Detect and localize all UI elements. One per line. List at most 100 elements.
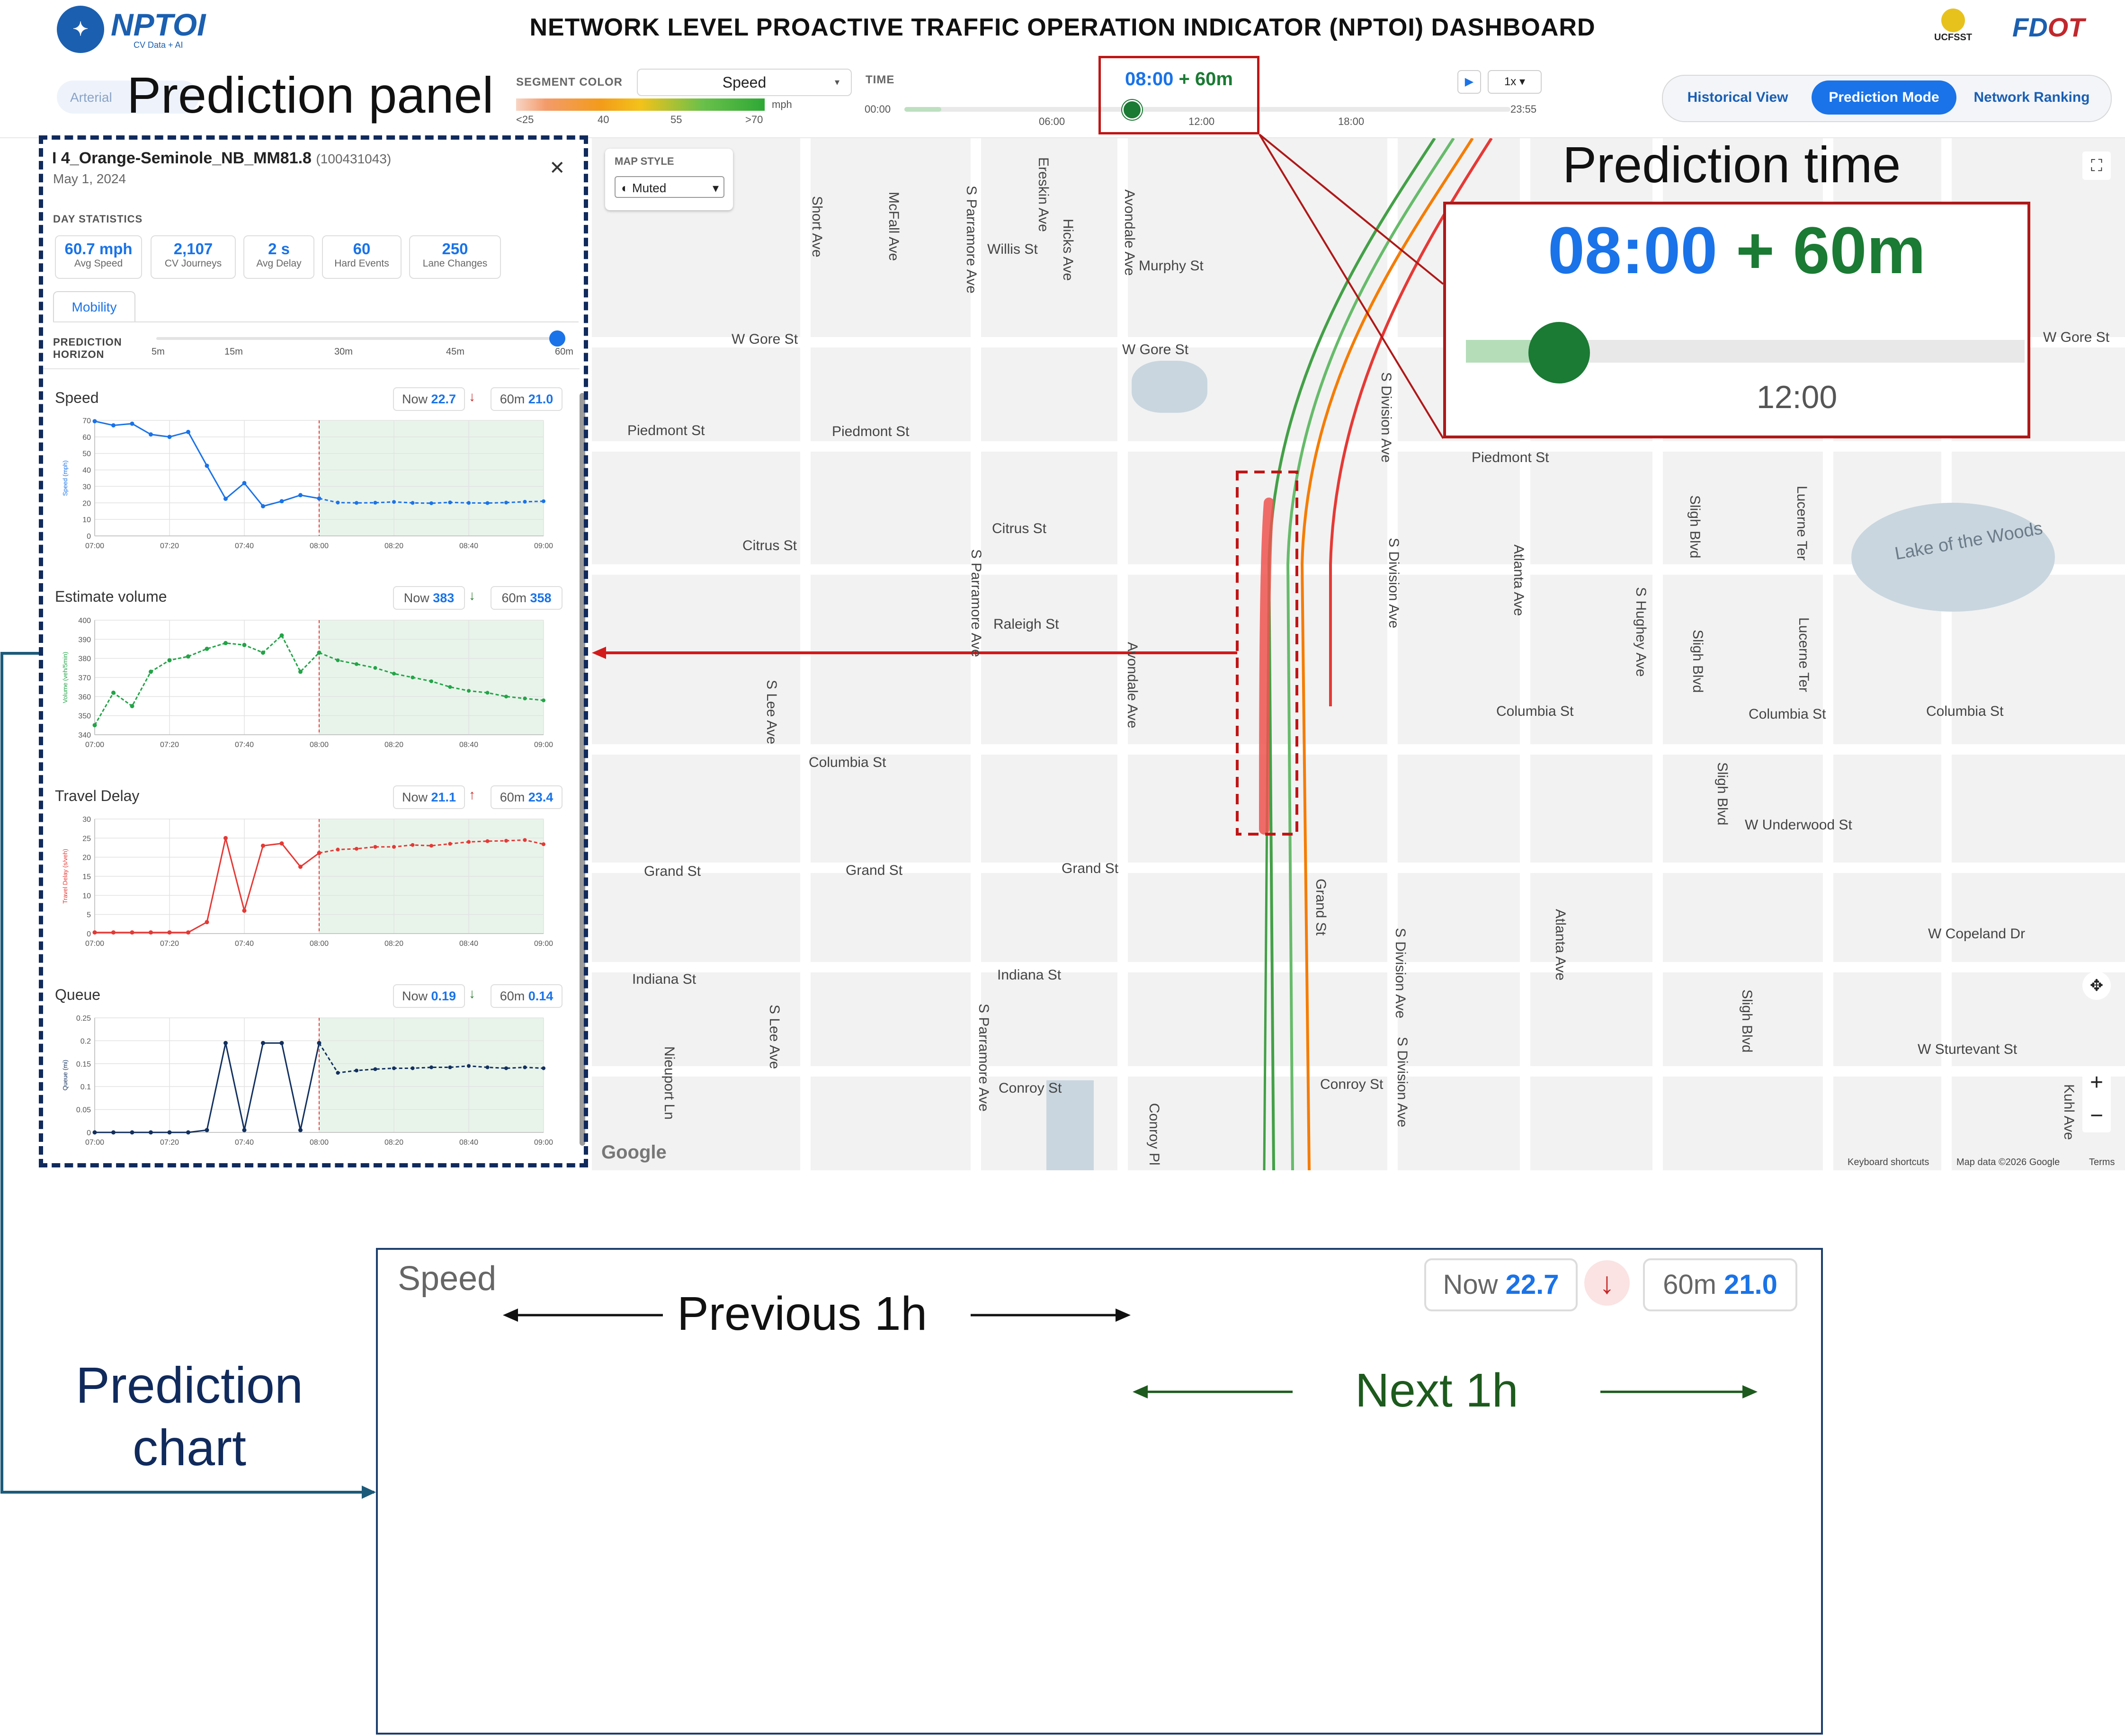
forecast-point xyxy=(429,501,433,505)
x-tick-label: 09:00 xyxy=(534,741,553,749)
play-button[interactable]: ▶ xyxy=(1457,70,1481,94)
y-tick-label: 0.05 xyxy=(76,1106,91,1114)
brand-name: NPTOI xyxy=(111,7,206,42)
enlarged-pred-pill: 60m 21.0 xyxy=(1643,1258,1797,1311)
map-street-label: McFall Ave xyxy=(886,192,902,261)
prediction-time-readout: 08:00 + 60m xyxy=(1125,69,1233,89)
forecast-point xyxy=(448,842,452,846)
color-tick: <25 xyxy=(516,114,534,125)
zoom-out-button[interactable]: − xyxy=(2089,1103,2104,1128)
x-tick-label: 09:00 xyxy=(534,940,553,948)
line-chart-1: 340 350 360 370 380 390 400 07:00 07:20 07:40 08:0… xyxy=(62,617,553,749)
map-street-label: W Gore St xyxy=(732,331,798,347)
forecast-point xyxy=(523,838,527,842)
map-street-label: Raleigh St xyxy=(993,616,1059,632)
forecast-region xyxy=(319,1018,544,1132)
horizon-tick: 60m xyxy=(555,347,573,357)
close-button[interactable]: ✕ xyxy=(549,157,565,179)
x-tick-label: 07:40 xyxy=(235,542,254,550)
forecast-point xyxy=(355,846,358,851)
map-street-label: Willis St xyxy=(987,241,1038,257)
map-footer-data: Map data ©2026 Google xyxy=(1956,1157,2060,1167)
x-tick-label: 08:00 xyxy=(310,940,329,948)
forecast-point xyxy=(411,843,415,847)
stat-lane-changes: 250 Lane Changes xyxy=(409,235,501,279)
map-footer-shortcuts[interactable]: Keyboard shortcuts xyxy=(1848,1157,1929,1167)
tab-mobility[interactable]: Mobility xyxy=(53,291,135,322)
zoom-in-button[interactable]: + xyxy=(2089,1070,2104,1095)
arrow-down-icon: ↓ xyxy=(469,588,475,603)
forecast-point xyxy=(411,676,415,679)
history-point xyxy=(92,419,97,424)
playback-speed-select[interactable]: 1x ▾ xyxy=(1488,70,1542,94)
highway-segments[interactable] xyxy=(592,138,2125,1170)
forecast-point xyxy=(485,839,490,843)
history-point xyxy=(223,1041,228,1045)
y-tick-label: 50 xyxy=(82,450,91,458)
map-street-label: W Gore St xyxy=(1122,342,1189,357)
y-tick-label: 30 xyxy=(82,483,91,491)
y-tick-label: 400 xyxy=(78,617,91,625)
forecast-point xyxy=(504,694,508,699)
forecast-point xyxy=(429,679,433,684)
zoom-slider-tick: 12:00 xyxy=(1757,379,1838,415)
x-tick-label: 07:20 xyxy=(160,542,179,550)
fullscreen-button[interactable]: ⛶ xyxy=(2082,151,2111,180)
map-street-label: Nieuport Ln xyxy=(661,1046,677,1120)
speed-pred-pill: 60m 21.0 xyxy=(491,387,562,411)
y-axis-label: Speed (mph) xyxy=(62,460,69,496)
x-tick-label: 09:00 xyxy=(534,1139,553,1147)
x-tick-label: 08:00 xyxy=(310,741,329,749)
y-tick-label: 0 xyxy=(87,930,91,938)
forecast-point xyxy=(467,501,471,505)
y-tick-label: 0.1 xyxy=(80,1083,91,1091)
segment-color-select[interactable]: Speed ▾ xyxy=(637,69,852,96)
forecast-point xyxy=(485,1065,490,1069)
tab-arterial[interactable]: Arterial xyxy=(70,90,112,105)
map-street-label: Kuhl Ave xyxy=(2061,1084,2077,1140)
history-point xyxy=(149,669,153,674)
forecast-point xyxy=(485,691,490,695)
y-tick-label: 70 xyxy=(82,417,91,425)
forecast-point xyxy=(504,838,508,843)
historical-view-button[interactable]: Historical View xyxy=(1687,89,1788,105)
forecast-point xyxy=(467,689,471,693)
prediction-mode-button[interactable]: Prediction Mode xyxy=(1812,80,1956,115)
map-street-label: Columbia St xyxy=(1496,703,1574,719)
map-street-label: S Parramore Ave xyxy=(976,1004,991,1112)
road-type-toggle[interactable]: Arterial xyxy=(57,80,199,114)
map-pan-button[interactable]: ✥ xyxy=(2082,971,2111,1000)
history-point xyxy=(130,421,134,426)
time-slider-handle[interactable] xyxy=(1122,100,1142,120)
history-point xyxy=(223,497,228,501)
forecast-point xyxy=(355,662,358,666)
history-point xyxy=(242,908,247,913)
prediction-horizon-handle[interactable] xyxy=(549,330,565,347)
map-street-label: S Lee Ave xyxy=(764,680,779,745)
forecast-point xyxy=(504,500,508,505)
forecast-point xyxy=(373,666,377,670)
history-point xyxy=(186,930,190,935)
history-point xyxy=(317,1041,321,1045)
line-chart-3: 0 0.05 0.1 0.15 0.2 0.25 07:00 07:20 07:40 08:00 0… xyxy=(62,1015,553,1147)
forecast-point xyxy=(523,1065,527,1069)
ucf-sst-logo: UCFSST xyxy=(1927,9,1979,51)
forecast-point xyxy=(504,1066,508,1070)
enlarged-now-pill: Now 22.7 xyxy=(1424,1258,1578,1311)
map-street-label: Conroy St xyxy=(999,1080,1062,1096)
network-ranking-button[interactable]: Network Ranking xyxy=(1973,89,2090,105)
map-street-label: Grand St xyxy=(1313,879,1329,936)
map-street-label: W Underwood St xyxy=(1745,817,1852,833)
map-street-label: Short Ave xyxy=(809,196,825,258)
time-slider[interactable] xyxy=(904,107,1510,112)
prediction-horizon-slider[interactable] xyxy=(156,337,559,340)
map-footer-terms[interactable]: Terms xyxy=(2089,1157,2115,1167)
forecast-point xyxy=(467,1064,471,1068)
history-point xyxy=(111,930,116,935)
forecast-region xyxy=(319,420,544,536)
history-point xyxy=(111,690,116,695)
history-point xyxy=(111,1130,116,1135)
map-style-select[interactable]: ◐ Muted ▾ xyxy=(615,176,724,198)
history-point xyxy=(242,642,247,647)
